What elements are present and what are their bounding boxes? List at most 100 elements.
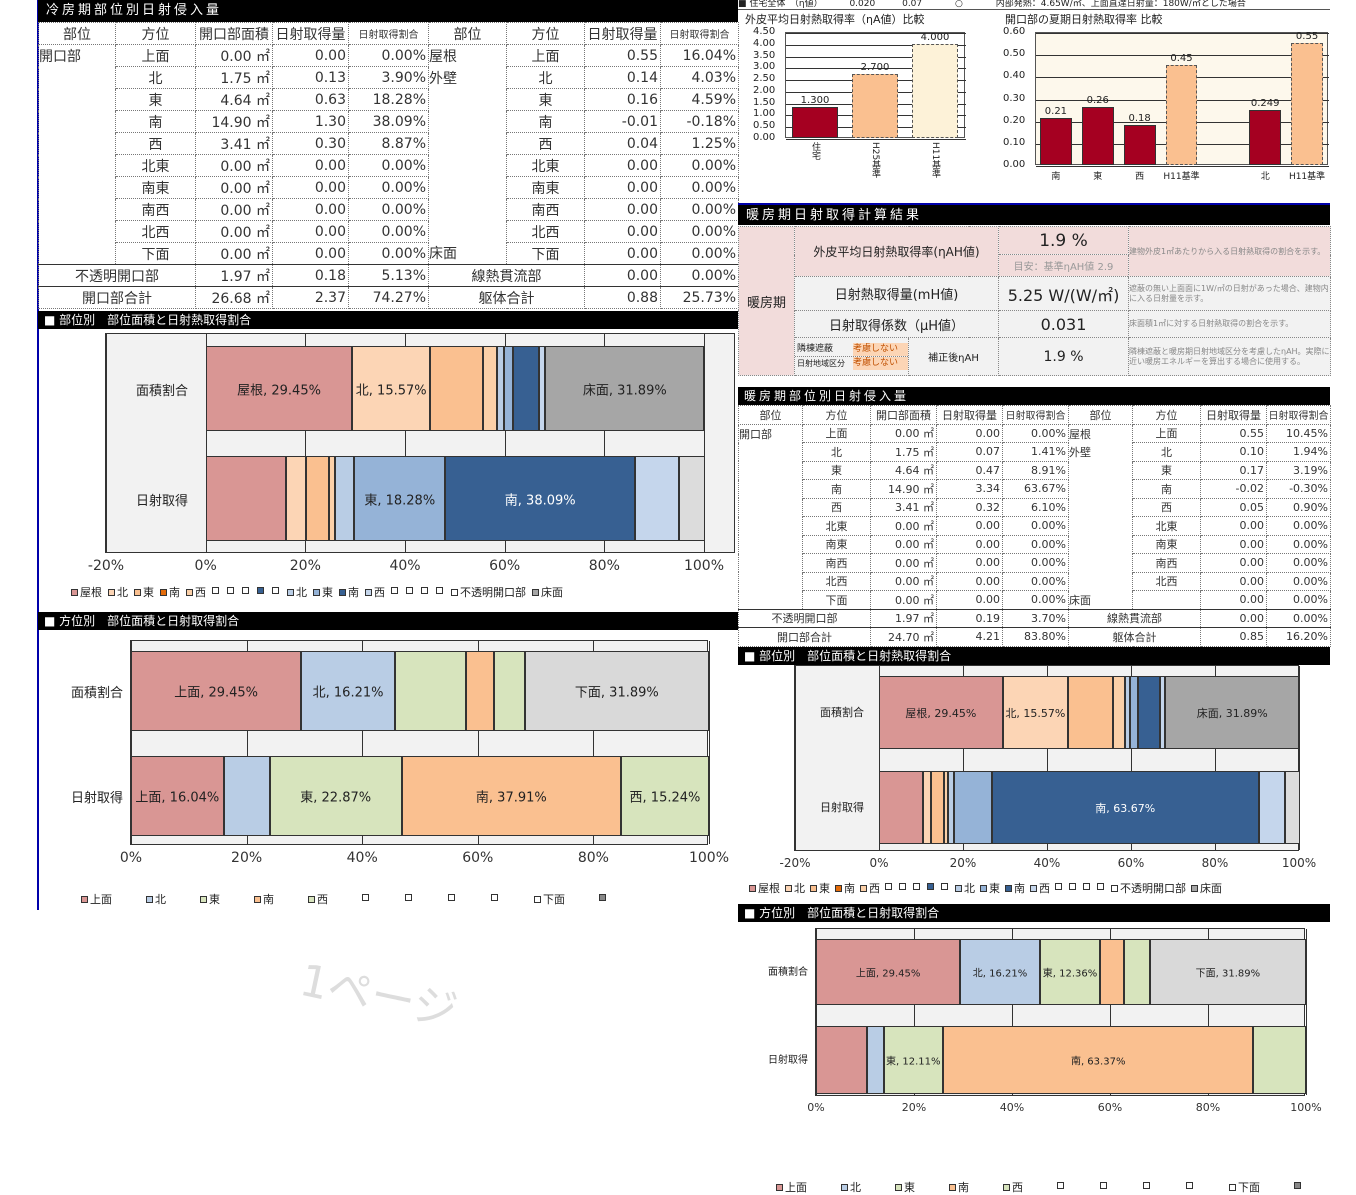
table-cell: 18.28% <box>348 88 429 111</box>
table-cell <box>738 590 803 609</box>
bar-segment <box>545 346 705 431</box>
legend-swatch <box>927 883 934 890</box>
table-cell: 西 <box>115 132 196 155</box>
table-cell <box>38 198 116 221</box>
cool-table-title: 冷房期部位別日射侵入量 <box>38 0 738 22</box>
table-cell: -0.02 <box>1200 479 1267 499</box>
axis-tick-label: 4.50 <box>753 26 776 37</box>
bar-segment <box>879 676 1003 749</box>
table-cell: 0.00% <box>348 242 429 265</box>
legend-item: 西 <box>860 880 880 896</box>
legend-swatch <box>1030 885 1037 892</box>
table-cell: 0.00 ㎡ <box>870 534 937 554</box>
table-cell <box>38 154 116 177</box>
legend-swatch <box>1186 1182 1193 1189</box>
legend-item <box>1294 1179 1303 1195</box>
table-row: 北西 0.00 ㎡ 0.00 0.00% 北西 0.00 0.00% <box>738 571 1331 591</box>
column-header: 日射取得割合 <box>660 22 739 45</box>
table-cell: 0.19 <box>936 608 1003 628</box>
legend-label: 北 <box>117 586 128 599</box>
table-cell: 0.00% <box>348 154 429 177</box>
axis-tick-label: 0.30 <box>1003 92 1026 104</box>
axis-tick-label: 0.50 <box>1003 48 1026 60</box>
category-label: 面積割合 <box>70 686 123 701</box>
table-cell: 3.90% <box>348 66 429 89</box>
table-cell: 南西 <box>115 198 196 221</box>
heat-part-chart: -20% 0% 20% 40% 60% 80% 100% 面積割合 屋根, 29.45% 北, 1… <box>749 665 1316 895</box>
legend-label: 北 <box>964 882 975 895</box>
heating-result-table: 暖房期 外皮平均日射熱取得率(ηAH値) 1.9 % 建物外皮1㎡あたりから入る… <box>738 225 1331 376</box>
bar-segment <box>496 346 504 431</box>
table-cell: 0.00 <box>1200 590 1267 610</box>
gridline <box>914 929 915 1095</box>
neighbor-shading-select[interactable]: 考慮しない <box>853 343 908 357</box>
cool-table: 部位 方位 開口部面積 日射取得量 日射取得割合 部位 方位 日射取得量 日射取得割合 開口部 上面… <box>38 22 739 309</box>
neighbor-shading-label: 隣棟遮蔽 <box>797 344 834 355</box>
table-cell: 0.00 <box>272 44 349 67</box>
table-cell <box>38 176 116 199</box>
table-cell: 0.00% <box>1002 534 1069 554</box>
category-label: 面積割合 <box>768 967 808 978</box>
mh-desc: 遮蔽の無い上面面に1W/㎡の日射があった場合、建物内に入る日射量を示す。 <box>1128 276 1331 311</box>
gridline <box>477 641 479 844</box>
legend-swatch <box>895 1184 902 1191</box>
corrected-eta-desc: 隣棟遮蔽と暖房期日射地域区分を考慮したηAH。実際に近い暖房エネルギーを算出する… <box>1128 337 1331 376</box>
legend-swatch <box>339 589 346 596</box>
data-label: 0.55 <box>1295 31 1319 43</box>
table-cell: 0.00 ㎡ <box>195 154 273 177</box>
data-label: 北, 16.21% <box>972 968 1028 980</box>
table-cell: 4.59% <box>660 88 739 111</box>
bar-segment <box>1138 676 1161 749</box>
legend-item: 西 <box>1003 1179 1023 1195</box>
legend-label: 床面 <box>541 586 563 599</box>
table-cell: 0.00% <box>1266 553 1331 573</box>
data-label: 2.700 <box>860 62 890 74</box>
table-cell <box>1132 590 1201 610</box>
bar <box>1291 43 1323 165</box>
muh-label: 日射取得係数（μH値） <box>794 309 999 339</box>
table-cell: 開口部 <box>738 424 803 443</box>
legend-item <box>941 880 950 896</box>
axis-tick-label: 0% <box>194 558 217 574</box>
table-cell: 74.27% <box>348 286 429 309</box>
table-cell: 西 <box>1132 497 1201 517</box>
legend-item: 東 <box>810 880 830 896</box>
legend-item <box>406 584 415 600</box>
table-cell: 1.25% <box>660 132 739 155</box>
category-label: H11基準 <box>1288 172 1326 182</box>
table-cell: 0.00 ㎡ <box>870 553 937 573</box>
bar <box>1249 109 1282 165</box>
legend-item: 西 <box>186 584 206 600</box>
bar-segment <box>334 456 355 541</box>
table-cell <box>38 88 116 111</box>
table-cell <box>428 176 507 199</box>
gridline <box>362 641 364 844</box>
data-label: 床面, 31.89% <box>1196 706 1268 720</box>
bar-segment <box>445 456 636 541</box>
table-cell: 0.16 <box>584 88 661 111</box>
category-label: H11基準 <box>1163 172 1200 182</box>
bar-segment <box>816 939 961 1005</box>
table-cell: 南東 <box>802 534 871 554</box>
table-cell <box>738 461 803 480</box>
legend-item <box>927 880 936 896</box>
watermark: 1ページ <box>295 954 462 1038</box>
axis-tick-label: 100% <box>1290 1101 1322 1114</box>
table-cell: 0.13 <box>272 66 349 89</box>
legend-item <box>1186 1179 1195 1195</box>
bar-segment <box>354 456 446 541</box>
solar-region-select[interactable]: 考慮しない <box>853 357 908 371</box>
category-label: 日射取得 <box>768 1055 808 1066</box>
table-cell: 26.68 ㎡ <box>195 286 273 309</box>
column-header: 日射取得量 <box>584 22 661 45</box>
bar-segment <box>1112 676 1125 749</box>
table-cell <box>38 110 116 133</box>
legend-swatch <box>599 894 606 901</box>
legend-item: 屋根 <box>71 584 102 600</box>
table-cell: 0.00 <box>936 516 1003 536</box>
table-cell: 南西 <box>802 553 871 573</box>
table-cell <box>1068 572 1133 591</box>
table-cell: 0.00% <box>1002 516 1069 536</box>
legend-item: 西 <box>308 891 328 907</box>
table-cell <box>738 479 803 498</box>
